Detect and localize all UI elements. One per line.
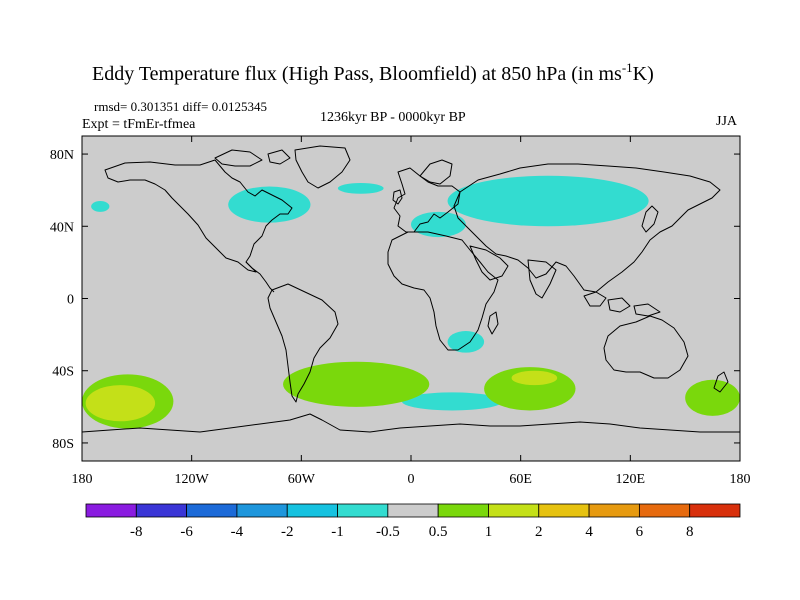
coast-new-zealand [713, 371, 729, 393]
x-tick-label: 120E [616, 472, 646, 487]
x-tick-label: 120W [175, 472, 210, 487]
period-label: 1236kyr BP - 0000kyr BP [320, 110, 466, 125]
coastlines [81, 145, 740, 433]
coast-india [527, 259, 557, 299]
colorbar-labels: -8 -6 -4 -2 -1 -0.5 0.5 1 2 4 6 8 [130, 524, 693, 540]
y-tick-label: 0 [67, 293, 74, 308]
coast-south-america [267, 283, 339, 403]
colorbar-label: 6 [636, 524, 644, 540]
colorbar-label: 2 [535, 524, 543, 540]
region-south-indian-yellow [511, 370, 558, 386]
x-tick-label: 0 [408, 472, 415, 487]
region-north-america-cyan [228, 186, 311, 223]
colorbar-label: -6 [180, 524, 193, 540]
experiment-label: Expt = tFmEr-tfmea [82, 117, 196, 132]
y-axis-labels: 80N 40N 0 40S 80S [50, 148, 74, 452]
colorbar-box-11 [638, 503, 691, 518]
colorbar-box-6 [387, 503, 439, 518]
region-europe-cyan [411, 211, 466, 238]
region-south-pacific-yellow [85, 385, 156, 422]
coast-british-isles [392, 189, 403, 205]
region-south-atlantic-green [283, 361, 430, 407]
season-label: JJA [716, 114, 738, 129]
coast-africa [387, 231, 499, 351]
y-tick-label: 40S [52, 365, 74, 380]
x-tick-label: 180 [730, 472, 751, 487]
coast-greenland [294, 145, 351, 189]
colorbar-box-1 [135, 503, 188, 518]
x-tick-label: 180 [72, 472, 93, 487]
colorbar-label: -1 [331, 524, 344, 540]
y-tick-label: 80S [52, 437, 74, 452]
colorbar-box-10 [588, 503, 640, 518]
region-pacific-nw-cyan [91, 201, 110, 212]
colorbar-box-7 [437, 503, 489, 518]
coast-arabia [469, 245, 509, 281]
y-tick-label: 80N [50, 148, 74, 163]
region-north-atlantic-cyan [337, 182, 384, 194]
colorbar-box-5 [337, 503, 389, 518]
colorbar-label: -4 [231, 524, 244, 540]
title-unit: K) [633, 63, 654, 85]
coast-indonesia [583, 291, 661, 317]
coast-australia [603, 315, 689, 379]
colorbar-box-3 [236, 503, 288, 518]
coast-japan [641, 205, 659, 233]
colorbar-box-4 [286, 503, 338, 518]
colorbar-label: 4 [585, 524, 593, 540]
chart-title: Eddy Temperature flux (High Pass, Bloomf… [92, 60, 654, 85]
region-tasman-green [685, 379, 740, 416]
x-tick-label: 60E [509, 472, 532, 487]
coast-central-america [245, 261, 275, 293]
stats-label: rmsd= 0.301351 diff= 0.0125345 [94, 99, 267, 114]
x-axis-labels: 180 120W 60W 0 60E 120E 180 [72, 472, 751, 487]
colorbar-label: 1 [485, 524, 493, 540]
coast-scandinavia [419, 159, 453, 185]
coast-antarctica [81, 413, 740, 433]
map-panel [81, 135, 741, 462]
region-southern-ocean-cyan [401, 392, 503, 411]
axis-ticks [81, 136, 741, 461]
map-background [82, 136, 740, 461]
colorbar-label: -0.5 [376, 524, 400, 540]
title-superscript: -1 [622, 60, 633, 75]
colorbar-label: -2 [281, 524, 294, 540]
colorbar-box-2 [186, 503, 238, 518]
colorbar-label: 8 [686, 524, 694, 540]
y-tick-label: 40N [50, 220, 74, 235]
colorbar-box-0 [85, 503, 137, 518]
region-southern-africa-cyan [447, 331, 485, 353]
colorbar [85, 503, 741, 518]
coast-madagascar [487, 311, 499, 335]
colorbar-box-9 [538, 503, 590, 518]
coast-arctic-islands [214, 149, 291, 167]
coast-asia [453, 163, 721, 293]
anomaly-regions [82, 175, 740, 429]
coast-north-america [104, 159, 293, 273]
colorbar-label: -8 [130, 524, 143, 540]
colorbar-box-8 [488, 503, 540, 518]
colorbar-label: 0.5 [429, 524, 448, 540]
x-tick-label: 60W [288, 472, 316, 487]
colorbar-box-12 [689, 503, 741, 518]
region-eurasia-cyan [447, 175, 649, 227]
